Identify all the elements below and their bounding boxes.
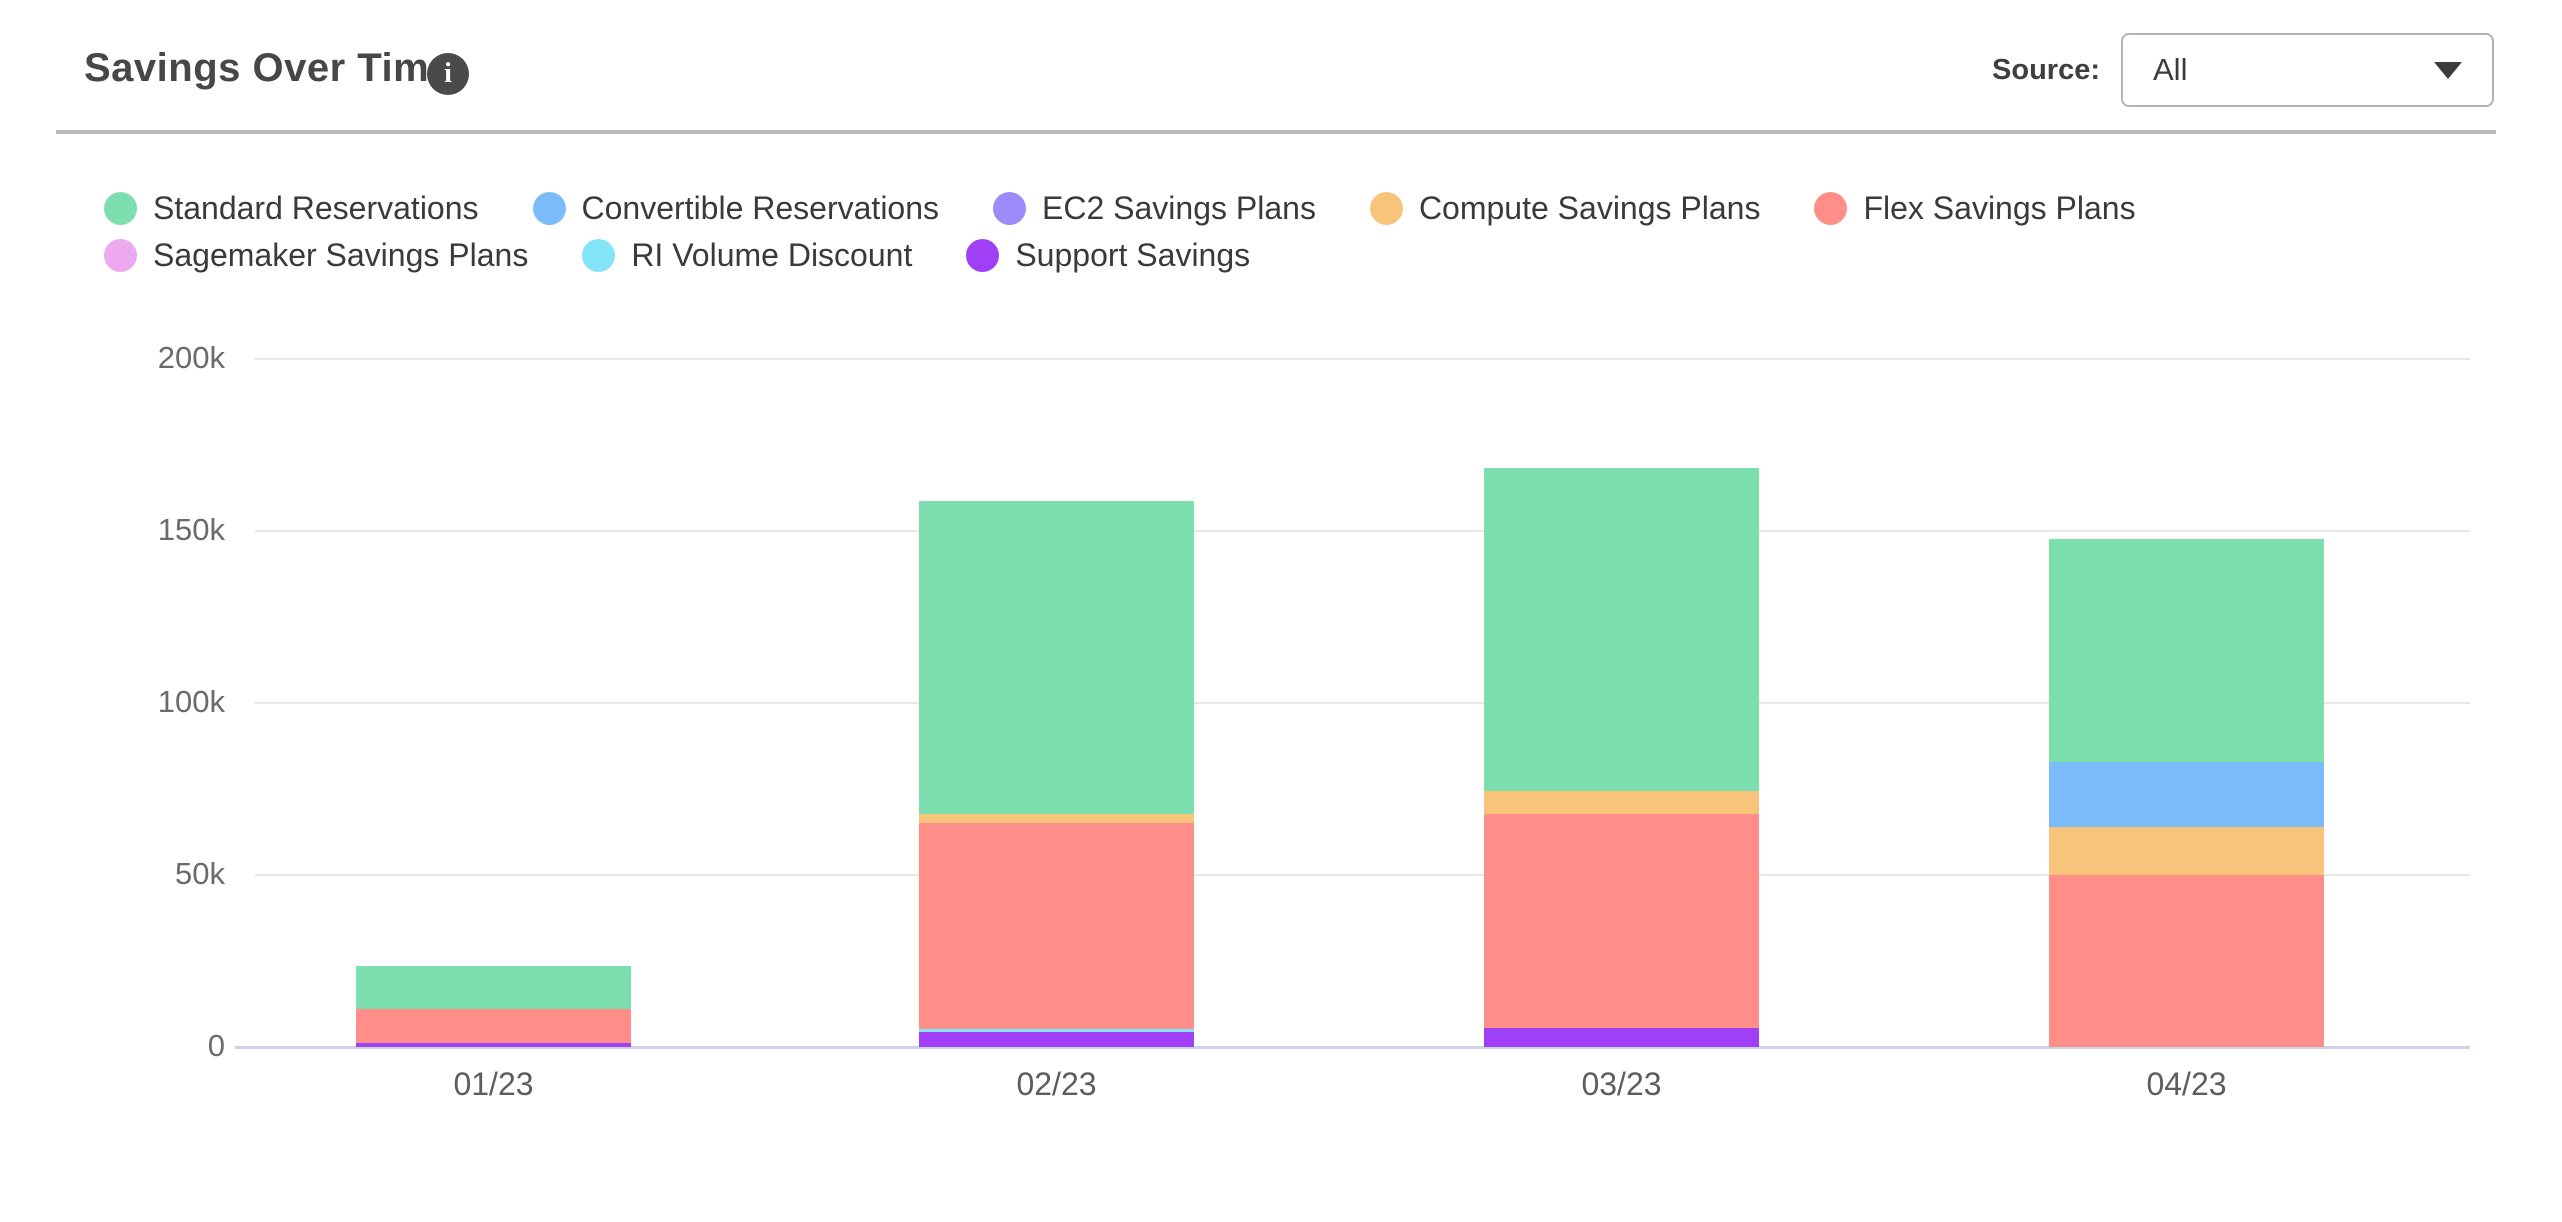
bar-segment-02-23-compute-savings-plans[interactable] bbox=[919, 814, 1194, 824]
legend-dot-icon bbox=[104, 191, 137, 225]
source-label: Source: bbox=[1992, 54, 2100, 86]
chevron-down-icon bbox=[2434, 61, 2462, 79]
bar-segment-02-23-ri-volume-discount[interactable] bbox=[919, 1029, 1194, 1032]
legend-label: RI Volume Discount bbox=[631, 236, 913, 273]
legend-dot-icon bbox=[532, 191, 566, 225]
legend-item-sagemaker-savings-plans[interactable]: Sagemaker Savings Plans bbox=[104, 235, 528, 275]
x-tick-label: 04/23 bbox=[2146, 1066, 2227, 1102]
y-tick-label: 100k bbox=[157, 684, 225, 719]
legend-dot-icon bbox=[1814, 191, 1848, 225]
bar-segment-04-23-convertible-reservations[interactable] bbox=[2049, 761, 2324, 828]
bar-segment-01-23-support-savings[interactable] bbox=[356, 1043, 631, 1047]
gridline-50k bbox=[255, 874, 2470, 876]
bar-segment-01-23-flex-savings-plans[interactable] bbox=[356, 1008, 631, 1044]
legend-label: Support Savings bbox=[1015, 236, 1251, 273]
legend-dot-icon bbox=[966, 238, 1000, 272]
y-tick-label: 0 bbox=[207, 1028, 225, 1063]
bar-segment-04-23-compute-savings-plans[interactable] bbox=[2049, 827, 2324, 875]
y-tick-label: 200k bbox=[157, 340, 225, 375]
header-divider bbox=[56, 130, 2496, 134]
legend-dot-icon bbox=[1369, 191, 1403, 225]
bar-segment-02-23-flex-savings-plans[interactable] bbox=[919, 823, 1194, 1030]
bar-segment-02-23-standard-reservations[interactable] bbox=[919, 500, 1194, 815]
x-axis-line bbox=[235, 1045, 2470, 1049]
gridline-100k bbox=[255, 702, 2470, 704]
legend-dot-icon bbox=[993, 191, 1027, 225]
bar-segment-04-23-standard-reservations[interactable] bbox=[2049, 538, 2324, 762]
x-tick-label: 01/23 bbox=[453, 1066, 534, 1102]
legend-item-flex-savings-plans[interactable]: Flex Savings Plans bbox=[1814, 188, 2136, 228]
bar-segment-01-23-standard-reservations[interactable] bbox=[356, 966, 631, 1009]
x-tick-label: 02/23 bbox=[1016, 1066, 1097, 1102]
legend-item-support-savings[interactable]: Support Savings bbox=[966, 235, 1250, 275]
bar-segment-03-23-flex-savings-plans[interactable] bbox=[1484, 814, 1759, 1029]
legend-item-ec2-savings-plans[interactable]: EC2 Savings Plans bbox=[993, 188, 1316, 228]
legend-item-convertible-reservations[interactable]: Convertible Reservations bbox=[532, 188, 940, 228]
source-dropdown-value: All bbox=[2153, 52, 2188, 87]
legend-item-ri-volume-discount[interactable]: RI Volume Discount bbox=[582, 235, 912, 275]
legend-dot-icon bbox=[582, 238, 616, 272]
legend-item-standard-reservations[interactable]: Standard Reservations bbox=[104, 188, 479, 228]
source-dropdown[interactable]: All bbox=[2121, 33, 2494, 107]
y-tick-label: 150k bbox=[157, 512, 225, 547]
legend-label: Convertible Reservations bbox=[581, 189, 940, 226]
legend-label: Flex Savings Plans bbox=[1863, 189, 2136, 226]
bar-segment-03-23-compute-savings-plans[interactable] bbox=[1484, 790, 1759, 815]
y-tick-label: 50k bbox=[175, 856, 225, 891]
legend-item-compute-savings-plans[interactable]: Compute Savings Plans bbox=[1369, 188, 1761, 228]
legend-label: Standard Reservations bbox=[153, 189, 479, 226]
gridline-150k bbox=[255, 530, 2470, 532]
bar-segment-04-23-flex-savings-plans[interactable] bbox=[2049, 875, 2324, 1047]
legend-label: EC2 Savings Plans bbox=[1042, 189, 1316, 226]
chart-legend: Standard Reservations Convertible Reserva… bbox=[104, 188, 2274, 275]
page-title: Savings Over Time bbox=[84, 46, 452, 90]
legend-label: Sagemaker Savings Plans bbox=[153, 236, 529, 273]
x-tick-label: 03/23 bbox=[1581, 1066, 1662, 1102]
bar-segment-03-23-standard-reservations[interactable] bbox=[1484, 468, 1759, 791]
legend-dot-icon bbox=[104, 238, 137, 272]
gridline-200k bbox=[255, 358, 2470, 360]
bar-segment-03-23-support-savings[interactable] bbox=[1484, 1028, 1759, 1047]
bar-segment-02-23-support-savings[interactable] bbox=[919, 1031, 1194, 1047]
legend-label: Compute Savings Plans bbox=[1418, 189, 1761, 226]
info-icon[interactable]: i bbox=[427, 53, 469, 95]
